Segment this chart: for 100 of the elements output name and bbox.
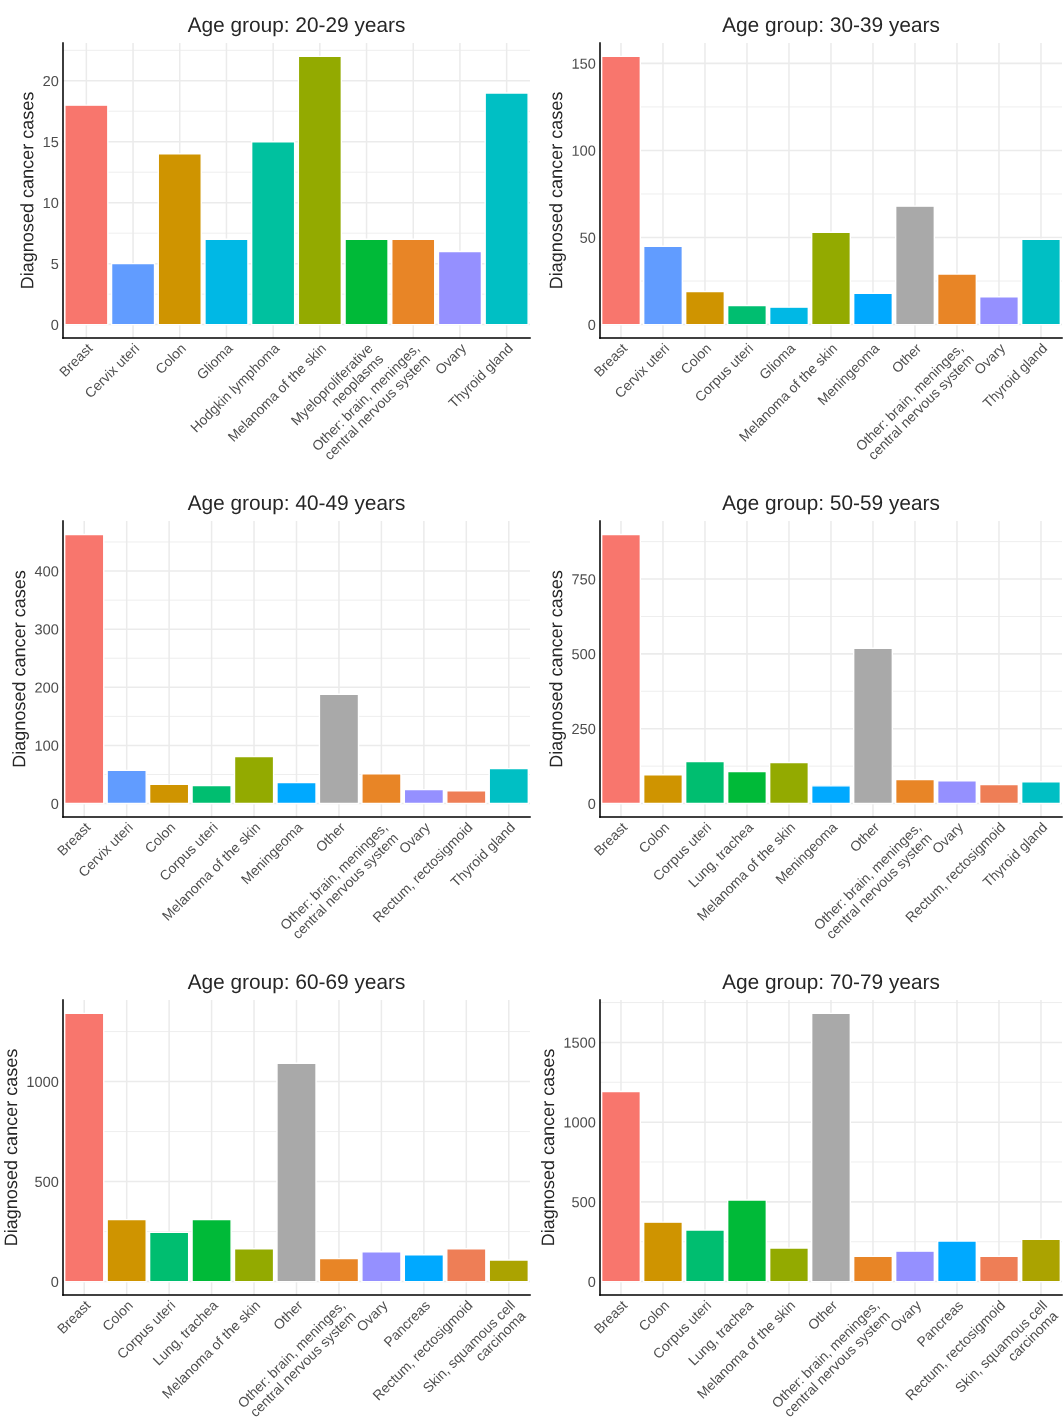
bar <box>642 1221 684 1283</box>
y-tick-label: 0 <box>588 1276 596 1288</box>
bar <box>437 250 483 326</box>
bar <box>391 238 436 326</box>
bar <box>64 1012 105 1283</box>
bar <box>191 784 232 805</box>
bar <box>318 693 360 805</box>
bar <box>852 292 894 326</box>
bar <box>276 1062 317 1283</box>
y-tick-label: 200 <box>35 682 59 693</box>
bar <box>318 1257 360 1283</box>
bar <box>978 783 1020 805</box>
y-tick-label: 20 <box>43 75 59 87</box>
chart-title: Age group: 50-59 years <box>722 495 940 515</box>
y-tick-label: 5 <box>51 258 59 270</box>
y-tick-label: 100 <box>572 145 596 156</box>
chart-title: Age group: 60-69 years <box>187 974 405 994</box>
bar <box>488 767 529 805</box>
chart-title: Age group: 70-79 years <box>722 974 940 994</box>
bar <box>726 770 768 805</box>
bar <box>403 1254 445 1283</box>
bar <box>191 1218 232 1283</box>
bar <box>768 1247 810 1283</box>
bar <box>600 533 642 805</box>
bar <box>684 1229 726 1283</box>
bar <box>110 262 156 326</box>
bar <box>106 1218 147 1283</box>
y-tick-label: 750 <box>572 574 596 585</box>
bar <box>642 774 684 805</box>
bar <box>810 1012 852 1283</box>
bar <box>1020 1238 1062 1283</box>
bar <box>1020 780 1062 805</box>
y-tick-label: 50 <box>580 232 596 243</box>
bar <box>64 104 109 326</box>
bar <box>894 1250 936 1283</box>
bar <box>684 760 726 805</box>
y-tick-label: 1000 <box>27 1076 59 1088</box>
bar <box>936 780 978 805</box>
bar <box>484 92 529 326</box>
chart-title: Age group: 40-49 years <box>187 495 405 515</box>
bar <box>642 245 684 326</box>
y-tick-label: 150 <box>572 58 596 69</box>
y-tick-label: 0 <box>51 1276 59 1288</box>
y-tick-label: 1000 <box>564 1117 596 1128</box>
chart-title: Age group: 20-29 years <box>187 17 405 37</box>
bar <box>978 296 1020 326</box>
bar <box>684 290 726 326</box>
bar <box>106 769 147 805</box>
bar <box>768 761 810 805</box>
bar <box>204 238 249 326</box>
bar <box>894 205 936 326</box>
y-axis-title: Diagnosed cancer cases <box>549 570 566 767</box>
bar <box>403 788 445 805</box>
bar <box>446 1248 487 1283</box>
bar <box>768 306 810 326</box>
bar <box>936 273 978 326</box>
y-tick-label: 10 <box>43 197 59 209</box>
y-axis-title: Diagnosed cancer cases <box>12 570 29 767</box>
bar <box>148 1231 190 1283</box>
bar <box>297 55 343 326</box>
bar <box>810 231 852 326</box>
bar <box>978 1255 1020 1283</box>
y-tick-label: 250 <box>572 723 596 735</box>
bar <box>726 304 768 326</box>
y-tick-label: 15 <box>43 136 59 148</box>
y-tick-label: 0 <box>588 319 596 331</box>
bar <box>250 141 296 326</box>
bar <box>852 1255 894 1283</box>
y-axis-title: Diagnosed cancer cases <box>541 1049 558 1245</box>
bar <box>600 55 642 326</box>
bar <box>446 790 487 805</box>
bar <box>726 1199 768 1283</box>
y-tick-label: 500 <box>572 1196 596 1208</box>
bar <box>936 1240 978 1283</box>
bar <box>361 1251 402 1283</box>
bar <box>148 783 190 805</box>
y-tick-label: 500 <box>35 1176 59 1188</box>
bar <box>233 755 275 805</box>
y-tick-label: 0 <box>588 798 596 809</box>
y-tick-label: 500 <box>572 648 596 660</box>
bar <box>276 781 317 805</box>
bar <box>361 773 402 805</box>
bar <box>488 1259 529 1283</box>
y-axis-title: Diagnosed cancer cases <box>549 92 566 288</box>
bar <box>894 778 936 805</box>
bar <box>1020 238 1062 326</box>
bar <box>600 1090 642 1283</box>
bar <box>157 153 202 326</box>
y-axis-title: Diagnosed cancer cases <box>4 1049 21 1245</box>
y-tick-label: 100 <box>35 740 59 751</box>
y-tick-label: 1500 <box>564 1037 596 1048</box>
bar <box>344 238 389 326</box>
bar <box>64 533 105 805</box>
y-tick-label: 400 <box>34 566 59 577</box>
y-tick-label: 0 <box>51 798 59 809</box>
bar <box>852 647 894 805</box>
bar <box>810 785 852 805</box>
bar <box>233 1248 275 1283</box>
chart-title: Age group: 30-39 years <box>722 17 940 37</box>
y-tick-label: 0 <box>51 319 59 331</box>
